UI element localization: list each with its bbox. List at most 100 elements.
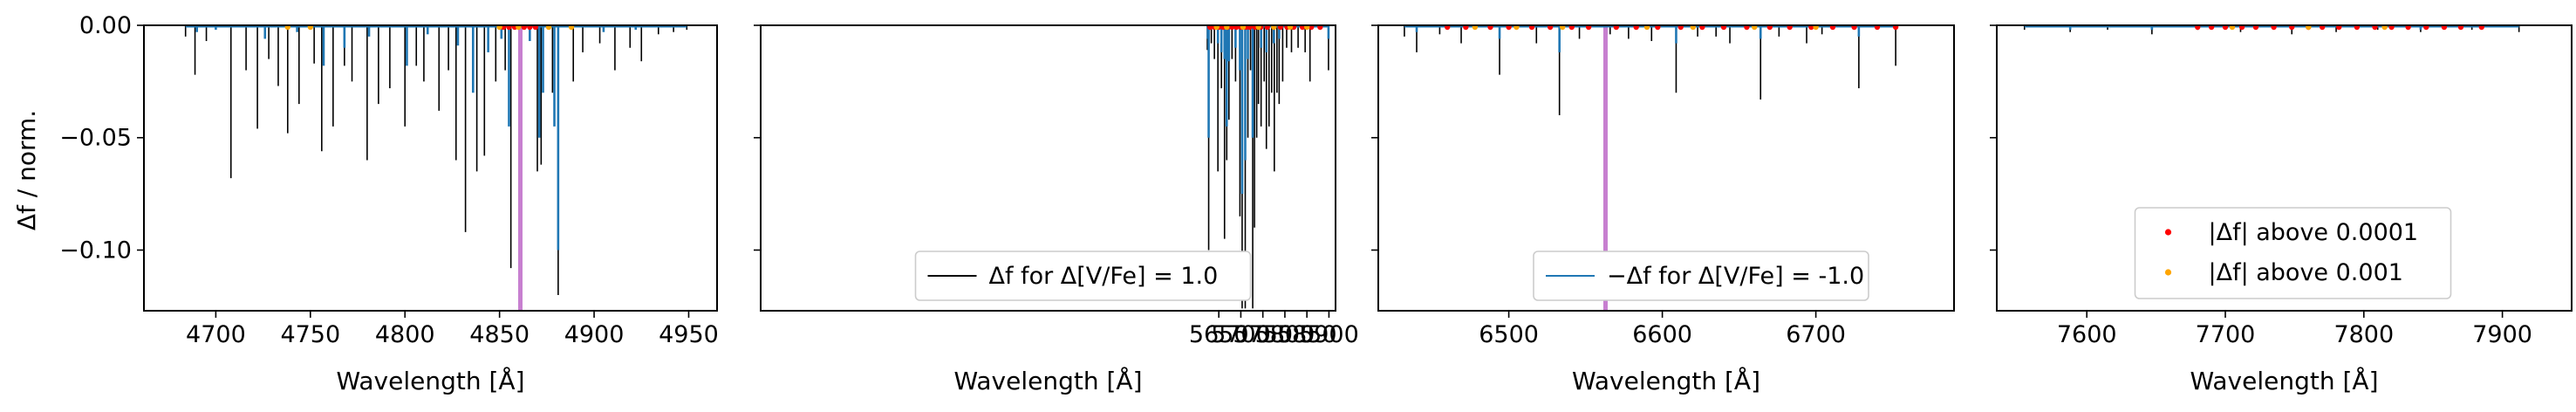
highlight-dot [1874, 25, 1881, 31]
highlight-dot [1829, 25, 1836, 31]
x-tick-label: 6600 [1632, 321, 1692, 348]
highlight-dot [1247, 25, 1253, 31]
highlight-dot [2381, 25, 2388, 31]
panel-frame [143, 24, 718, 312]
highlight-dot [2336, 25, 2342, 31]
highlight-dot [2238, 25, 2245, 31]
y-axis-label: Δf / norm. [12, 110, 41, 230]
legend-box [1533, 251, 1869, 301]
panel-frame [760, 24, 1336, 312]
highlight-dot [506, 25, 512, 31]
highlight-dot [2222, 25, 2229, 31]
x-tick-label: 5900 [1299, 321, 1359, 348]
highlight-dot [1752, 25, 1758, 31]
highlight-dot [2229, 25, 2236, 31]
highlight-dot [1892, 25, 1899, 31]
highlight-dot [1568, 25, 1575, 31]
x-tick-label: 4850 [469, 321, 530, 348]
highlight-dot [1264, 25, 1270, 31]
highlight-dot [516, 25, 522, 31]
highlight-dot [1787, 25, 1793, 31]
x-tick-label: 4700 [186, 321, 246, 348]
panel-4: 7600 7700 7800 7900 Wavelength [Å] |Δf| above… [1990, 24, 2573, 395]
highlight-dot [1633, 25, 1639, 31]
x-tick-label: 5700 [1211, 321, 1271, 348]
highlight-dot [2478, 25, 2484, 31]
x-tick-label: 7600 [2057, 321, 2117, 348]
highlight-dot [2195, 25, 2201, 31]
highlight-dot [2208, 25, 2215, 31]
x-tick-label: 5750 [1233, 321, 1293, 348]
highlight-dot [527, 25, 533, 31]
highlight-dot [1308, 25, 1315, 31]
legend-label: −Δf for Δ[V/Fe] = -1.0 [1607, 263, 1864, 290]
panel-3: 6500 6600 6700 Wavelength [Å] −Δf for Δ[V/Fe… [1371, 24, 1955, 395]
x-axis-label: Wavelength [Å] [1572, 366, 1760, 395]
highlight-dot [1851, 25, 1857, 31]
highlight-dot [2271, 25, 2277, 31]
panel-data [2023, 25, 2520, 35]
highlight-dot [1213, 25, 1220, 31]
highlight-dot [1808, 25, 1814, 31]
highlight-dot [1720, 25, 1727, 31]
highlight-dot [1287, 25, 1294, 31]
highlight-dot [2354, 25, 2361, 31]
highlight-dot [1317, 25, 1323, 31]
highlight-dot [1613, 25, 1619, 31]
highlight-dot [2372, 25, 2378, 31]
x-tick-label: 6500 [1479, 321, 1539, 348]
highlight-dot [545, 25, 552, 31]
highlight-dot [284, 25, 290, 31]
panel-frame [1996, 24, 2573, 312]
highlight-dot [1271, 25, 1277, 31]
highlight-dot [1677, 25, 1684, 31]
x-tick-label: 5800 [1255, 321, 1315, 348]
legend-marker [2164, 229, 2172, 236]
panel-data [184, 25, 688, 311]
highlight-dot [1224, 25, 1230, 31]
highlight-dot [2457, 25, 2464, 31]
legend-box [2134, 207, 2452, 299]
highlight-dot [1690, 25, 1696, 31]
highlight-dot [1472, 25, 1479, 31]
highlight-dot [1229, 25, 1235, 31]
x-tick-label: 7700 [2196, 321, 2256, 348]
highlight-dot [2306, 25, 2312, 31]
highlight-dot [1585, 25, 1592, 31]
highlight-dot [1655, 25, 1661, 31]
highlight-dot [521, 25, 528, 31]
legend-label: |Δf| above 0.0001 [2209, 219, 2419, 246]
highlight-dot [2388, 25, 2395, 31]
x-tick-label: 7800 [2333, 321, 2394, 348]
highlight-dot [1699, 25, 1705, 31]
highlight-dot [1240, 25, 1247, 31]
highlight-dot [1744, 25, 1750, 31]
highlight-dot [307, 25, 314, 31]
legend-box [914, 251, 1252, 301]
highlight-dot [1813, 25, 1819, 31]
x-tick-label: 4750 [280, 321, 340, 348]
x-tick-label: 4800 [375, 321, 435, 348]
highlight-dot [1547, 25, 1554, 31]
highlight-dot [1513, 25, 1520, 31]
highlight-dot [1255, 25, 1261, 31]
highlight-dot [1487, 25, 1493, 31]
highlight-dot [2441, 25, 2448, 31]
highlight-dot [1766, 25, 1773, 31]
highlight-dot [1299, 25, 1306, 31]
y-tick-label: −0.05 [59, 125, 132, 152]
highlight-dot [1560, 25, 1566, 31]
highlight-dot [1463, 25, 1469, 31]
x-axis-label: Wavelength [Å] [2190, 366, 2378, 395]
y-tick-label: −0.10 [59, 237, 132, 264]
highlight-dot [1233, 25, 1240, 31]
highlight-dot [2423, 25, 2429, 31]
x-tick-label: 4950 [659, 321, 719, 348]
x-tick-label: 5850 [1277, 321, 1337, 348]
x-tick-label: 5650 [1189, 321, 1249, 348]
x-tick-label: 7900 [2472, 321, 2532, 348]
x-axis-label: Wavelength [Å] [953, 366, 1142, 395]
highlight-dot [1506, 25, 1512, 31]
highlight-dot [2252, 25, 2259, 31]
